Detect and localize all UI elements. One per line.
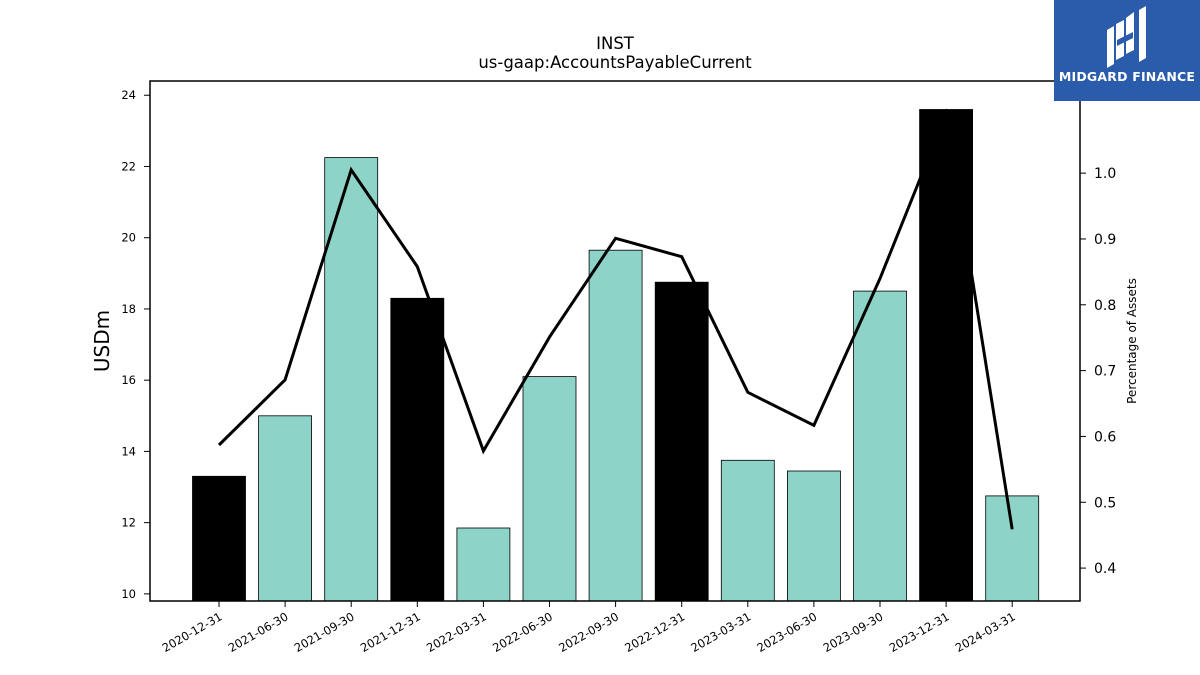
- chart-subtitle: us-gaap:AccountsPayableCurrent: [478, 53, 752, 72]
- x-tick-label: 2023-12-31: [887, 609, 952, 655]
- x-tick-label: 2020-12-31: [160, 609, 225, 655]
- x-tick-label: 2022-12-31: [622, 609, 687, 655]
- y2-tick-label: 0.6: [1094, 429, 1116, 445]
- y-tick-label: 12: [121, 516, 136, 530]
- bar-2022-03-31: [456, 527, 511, 602]
- y2-tick-label: 0.7: [1094, 364, 1116, 380]
- x-tick-label: 2022-06-30: [490, 609, 555, 655]
- y-tick-label: 16: [121, 373, 136, 387]
- bar-2021-12-31: [390, 297, 445, 602]
- y-tick-label: 24: [121, 88, 136, 102]
- y2-axis-label: Percentage of Assets: [1125, 278, 1139, 404]
- bar-2020-12-31: [192, 475, 246, 602]
- y-tick-label: 22: [121, 159, 136, 173]
- midgard-logo-icon: [1107, 6, 1146, 68]
- y2-tick-label: 0.9: [1094, 232, 1116, 248]
- y-tick-label: 20: [121, 231, 136, 245]
- x-tick-label: 2022-09-30: [556, 609, 621, 655]
- percentage-of-assets-line: [217, 108, 1014, 530]
- x-tick-label: 2021-12-31: [358, 609, 423, 655]
- bar-2021-06-30: [258, 415, 313, 602]
- y2-tick-label: 0.4: [1094, 561, 1116, 577]
- x-tick-label: 2024-03-31: [953, 609, 1018, 655]
- bar-2023-03-31: [720, 459, 775, 602]
- brand-logo: MIDGARD FINANCE: [1054, 0, 1200, 101]
- bar-2021-09-30: [324, 157, 379, 602]
- x-tick-label: 2023-09-30: [821, 609, 886, 655]
- y-tick-label: 18: [121, 302, 136, 316]
- y2-tick-label: 0.5: [1094, 495, 1116, 511]
- x-tick-label: 2021-06-30: [226, 609, 291, 655]
- y2-tick-label: 0.8: [1094, 298, 1116, 314]
- bar-2023-09-30: [853, 290, 907, 602]
- y-tick-label: 14: [121, 444, 136, 458]
- y-axis-label: USDm: [90, 310, 114, 372]
- y-tick-label: 10: [121, 587, 136, 601]
- y2-tick-label: 1.0: [1094, 166, 1116, 182]
- x-tick-label: 2023-06-30: [755, 609, 820, 655]
- plot-frame: [149, 80, 1081, 602]
- x-tick-label: 2023-03-31: [688, 609, 753, 655]
- bar-2023-12-31: [919, 109, 973, 602]
- bar-2022-09-30: [588, 249, 643, 602]
- bar-2024-03-31: [985, 495, 1040, 602]
- bar-2022-12-31: [654, 281, 709, 602]
- brand-name: MIDGARD FINANCE: [1058, 69, 1196, 84]
- x-tick-label: 2021-09-30: [292, 609, 357, 655]
- bar-2023-06-30: [787, 470, 841, 602]
- x-tick-label: 2022-03-31: [424, 609, 489, 655]
- chart-title: INST: [596, 34, 635, 53]
- bar-2022-06-30: [522, 376, 577, 602]
